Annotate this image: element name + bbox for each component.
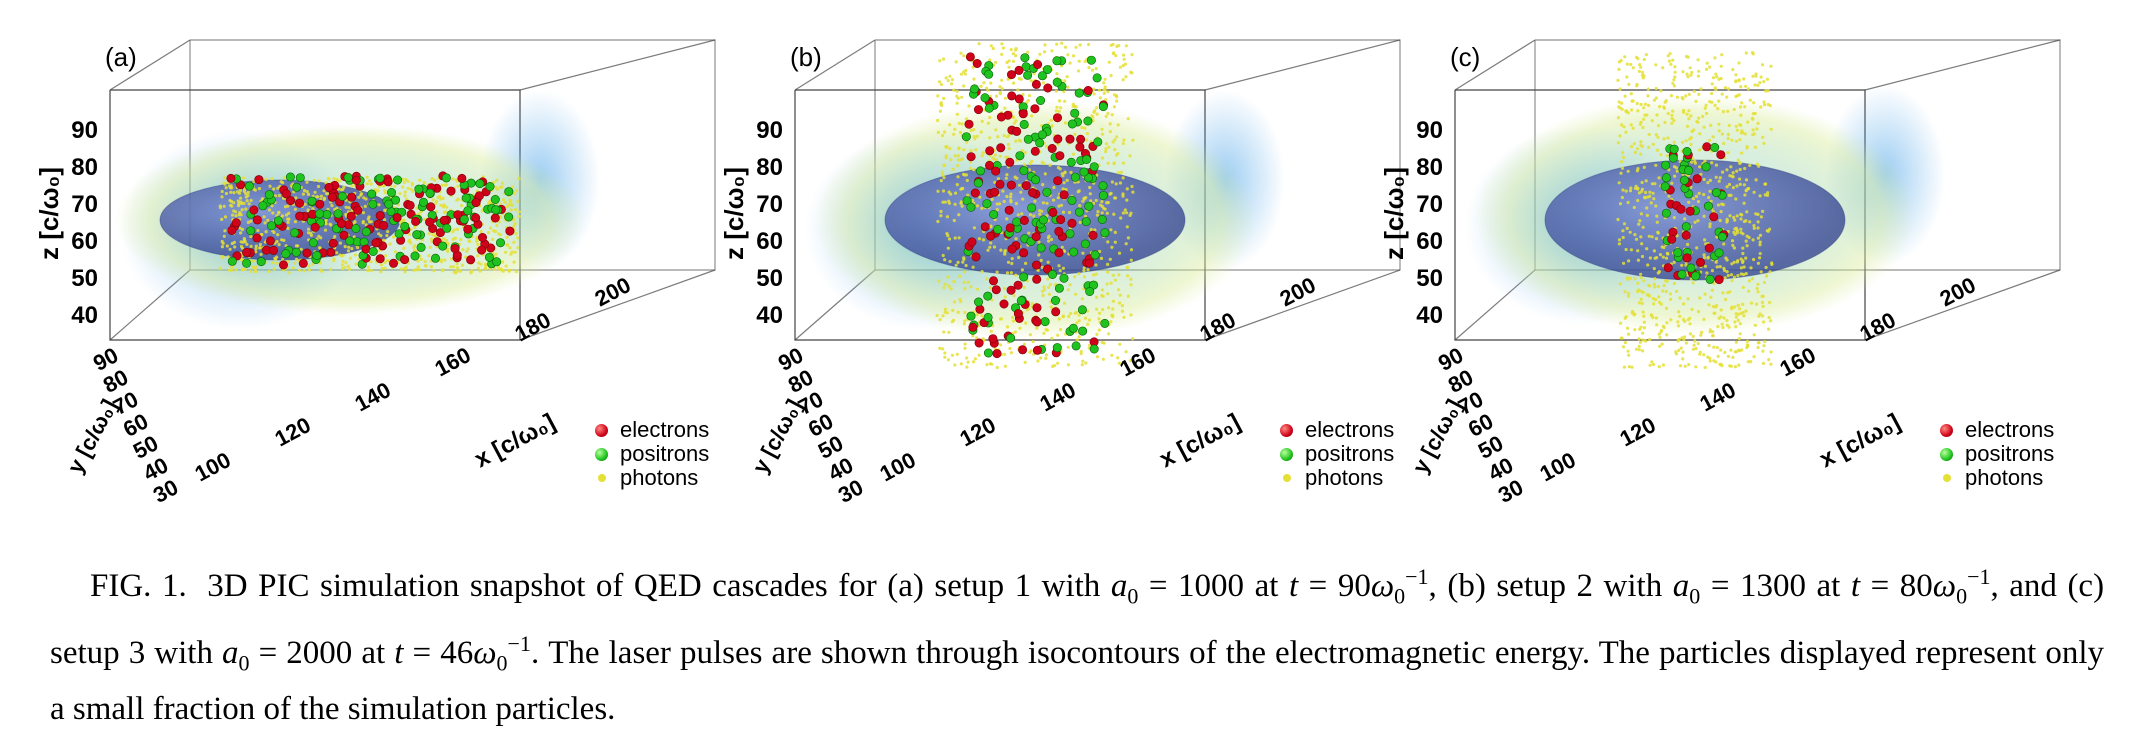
legend-entry: positrons	[1940, 442, 2054, 466]
x-tick-label: 100	[876, 447, 920, 486]
z-tick-label: 90	[756, 117, 783, 144]
legend-marker	[595, 423, 608, 437]
legend-marker	[598, 474, 606, 482]
z-tick-label: 50	[756, 265, 783, 292]
legend-entry: photons	[1280, 466, 1394, 490]
figure-panel-c: 90 80 70 60 50 40 z [c/ω₀] 90 80 70 60 50 40 30 y [c/ω…	[1379, 30, 2095, 510]
caption-a0-3: 2000	[286, 634, 353, 671]
caption-label: FIG. 1.	[90, 568, 187, 604]
particle-cloud	[935, 41, 1135, 370]
z-tick-label: 50	[71, 265, 98, 292]
z-tick-label: 40	[71, 302, 98, 329]
x-tick-label: 100	[191, 447, 235, 486]
x-axis-label: x [c/ω₀]	[1815, 409, 1905, 474]
legend-marker	[1940, 447, 1953, 461]
x-tick-label: 140	[351, 377, 395, 416]
caption-text-1: 3D PIC simulation snapshot of QED cascad…	[207, 568, 1101, 604]
z-tick-label: 80	[756, 154, 783, 181]
z-tick-label: 90	[71, 117, 98, 144]
z-tick-label: 80	[1416, 154, 1443, 181]
caption-t-1: 90	[1337, 568, 1371, 604]
legend-marker	[1283, 474, 1291, 482]
legend-label: electrons	[1965, 417, 2055, 442]
x-tick-label: 160	[1116, 342, 1160, 381]
particle-legend: electrons positrons photons	[1280, 418, 1394, 490]
caption-t-3: 46	[440, 634, 474, 671]
legend-entry: photons	[1940, 466, 2054, 490]
legend-label: positrons	[1305, 441, 1395, 466]
z-tick-label: 60	[71, 228, 98, 255]
x-tick-label: 140	[1036, 377, 1080, 416]
x-tick-label: 100	[1536, 447, 1580, 486]
z-tick-label: 70	[1416, 191, 1443, 218]
x-tick-label: 200	[1276, 272, 1320, 311]
particle-cloud	[1616, 51, 1774, 370]
panel-label: (b)	[790, 42, 822, 72]
y-axis-label: y [c/ω₀]	[747, 395, 807, 477]
legend-entry: electrons	[595, 418, 709, 442]
x-tick-label: 140	[1696, 377, 1740, 416]
z-tick-label: 90	[1416, 117, 1443, 144]
legend-label: electrons	[620, 417, 710, 442]
z-tick-label: 60	[756, 228, 783, 255]
figure-caption: FIG. 1. 3D PIC simulation snapshot of QE…	[50, 564, 2105, 728]
x-axis-label: x [c/ω₀]	[470, 409, 560, 474]
x-tick-label: 160	[1776, 342, 1820, 381]
particle-cloud	[218, 171, 521, 275]
z-tick-label: 60	[1416, 228, 1443, 255]
legend-label: positrons	[620, 441, 710, 466]
legend-marker	[595, 447, 608, 461]
legend-label: photons	[1965, 465, 2044, 490]
z-tick-label: 70	[71, 191, 98, 218]
caption-a0-2: 1300	[1739, 568, 1806, 604]
x-tick-label: 120	[956, 412, 1000, 451]
x-axis-label: x [c/ω₀]	[1155, 409, 1245, 474]
particle-legend: electrons positrons photons	[595, 418, 709, 490]
legend-marker	[1280, 447, 1293, 461]
y-axis-label: y [c/ω₀]	[1407, 395, 1467, 477]
panel-label: (c)	[1450, 42, 1481, 72]
legend-label: photons	[620, 465, 699, 490]
figure-panel-b: 90 80 70 60 50 40 z [c/ω₀] 90 80 70 60 50 40 30 y [c/ω…	[719, 30, 1435, 510]
legend-entry: positrons	[595, 442, 709, 466]
panel-label: (a)	[105, 42, 137, 72]
legend-label: positrons	[1965, 441, 2055, 466]
legend-label: electrons	[1305, 417, 1395, 442]
legend-entry: electrons	[1280, 418, 1394, 442]
legend-label: photons	[1305, 465, 1384, 490]
x-tick-label: 160	[431, 342, 475, 381]
z-axis-label: z [c/ω₀]	[34, 167, 64, 260]
legend-entry: positrons	[1280, 442, 1394, 466]
x-tick-label: 120	[271, 412, 315, 451]
z-tick-label: 80	[71, 154, 98, 181]
x-tick-label: 200	[1936, 272, 1980, 311]
caption-text-4: . The laser pulses are shown through iso…	[50, 634, 2105, 728]
legend-marker	[1940, 423, 1953, 437]
caption-at-2: at	[1816, 568, 1841, 604]
z-tick-label: 40	[756, 302, 783, 329]
x-tick-label: 200	[591, 272, 635, 311]
caption-at-3: at	[361, 634, 386, 671]
caption-text-2: , (b) setup 2 with	[1428, 568, 1663, 604]
caption-text-3: , and (c) setup 3 with	[50, 568, 2105, 671]
z-tick-label: 70	[756, 191, 783, 218]
legend-entry: electrons	[1940, 418, 2054, 442]
legend-marker	[1280, 423, 1293, 437]
legend-marker	[1943, 474, 1951, 482]
legend-entry: photons	[595, 466, 709, 490]
caption-a0-1: 1000	[1178, 568, 1245, 604]
z-tick-label: 50	[1416, 265, 1443, 292]
particle-legend: electrons positrons photons	[1940, 418, 2054, 490]
z-axis-label: z [c/ω₀]	[719, 167, 749, 260]
y-axis-label: y [c/ω₀]	[62, 395, 122, 477]
caption-at-1: at	[1254, 568, 1279, 604]
figure-panel-a: 90 80 70 60 50 40 z [c/ω₀] 90 80 70 60 50 40 30 y [c/ω…	[34, 30, 750, 510]
caption-t-2: 80	[1899, 568, 1933, 604]
z-tick-label: 40	[1416, 302, 1443, 329]
x-tick-label: 120	[1616, 412, 1660, 451]
z-axis-label: z [c/ω₀]	[1379, 167, 1409, 260]
